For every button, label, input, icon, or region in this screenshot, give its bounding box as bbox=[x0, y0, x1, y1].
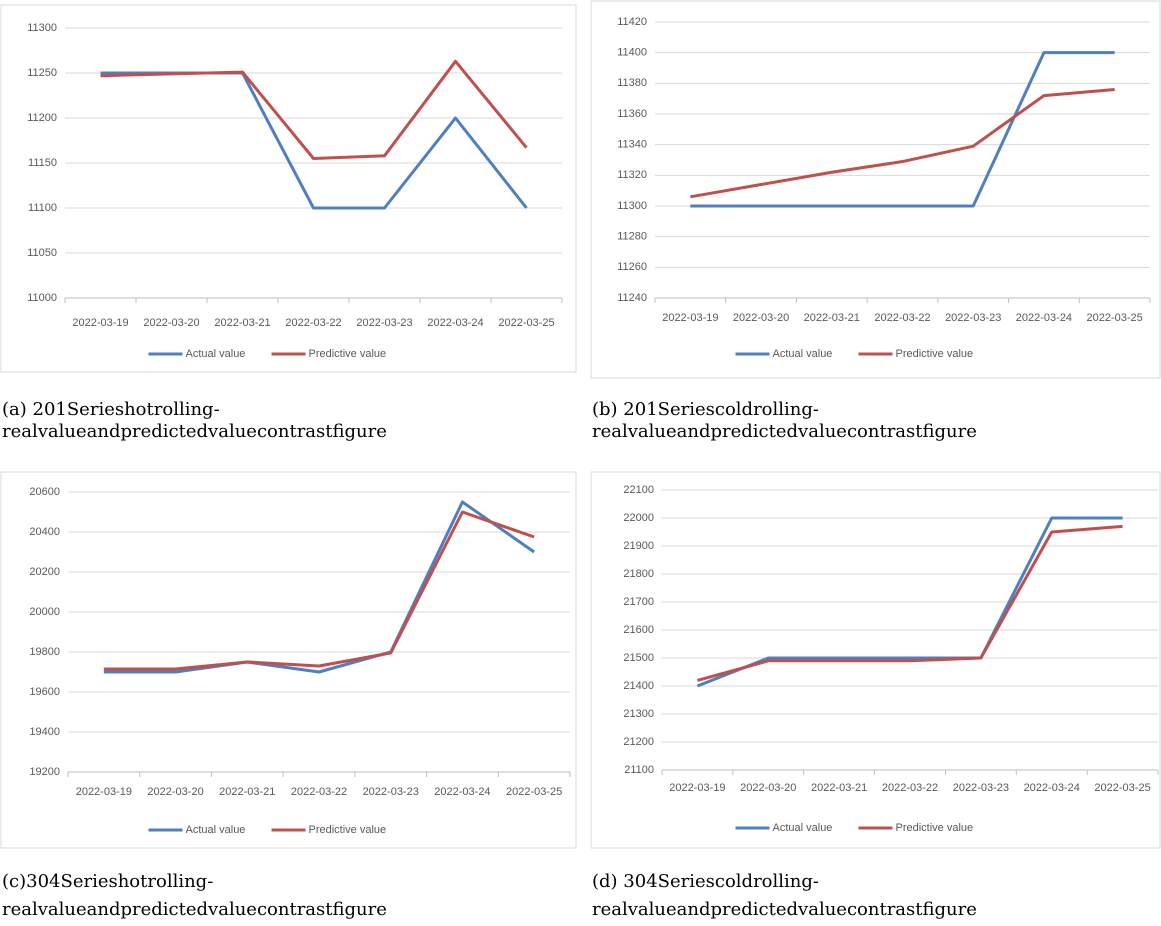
y-tick-label: 11260 bbox=[617, 261, 647, 273]
chart-frame bbox=[0, 4, 577, 373]
chart-frame bbox=[0, 471, 577, 849]
x-tick-label: 2022-03-22 bbox=[882, 782, 938, 794]
y-tick-label: 11200 bbox=[27, 112, 57, 124]
legend-label: Actual value bbox=[773, 348, 833, 360]
legend-label: Predictive value bbox=[309, 824, 387, 836]
y-tick-label: 11240 bbox=[617, 292, 647, 304]
x-tick-label: 2022-03-25 bbox=[1087, 312, 1143, 324]
legend-label: Predictive value bbox=[896, 822, 974, 834]
y-tick-label: 20000 bbox=[29, 606, 60, 618]
y-tick-label: 20200 bbox=[29, 566, 60, 578]
y-tick-label: 11280 bbox=[617, 231, 647, 243]
series-line bbox=[100, 59, 528, 160]
y-tick-label: 11300 bbox=[27, 22, 57, 34]
x-tick-label: 2022-03-25 bbox=[1094, 782, 1150, 794]
x-tick-label: 2022-03-25 bbox=[498, 317, 554, 329]
y-tick-label: 11100 bbox=[28, 202, 57, 214]
x-tick-label: 2022-03-21 bbox=[219, 786, 275, 798]
x-tick-label: 2022-03-24 bbox=[1024, 782, 1080, 794]
x-tick-label: 2022-03-20 bbox=[143, 317, 199, 329]
x-tick-label: 2022-03-22 bbox=[291, 786, 347, 798]
y-tick-label: 21200 bbox=[623, 736, 654, 748]
y-tick-label: 11300 bbox=[617, 200, 647, 212]
series-line bbox=[103, 510, 535, 671]
y-tick-label: 21900 bbox=[623, 540, 654, 552]
y-tick-label: 19800 bbox=[29, 646, 60, 658]
legend-label: Predictive value bbox=[309, 348, 387, 360]
x-tick-label: 2022-03-22 bbox=[874, 312, 930, 324]
x-tick-label: 2022-03-25 bbox=[506, 786, 562, 798]
caption: (a) 201Serieshotrolling- bbox=[2, 399, 220, 420]
legend-label: Actual value bbox=[186, 824, 246, 836]
y-tick-label: 21400 bbox=[623, 680, 654, 692]
series-line bbox=[690, 87, 1115, 199]
x-tick-label: 2022-03-23 bbox=[356, 317, 412, 329]
x-tick-label: 2022-03-20 bbox=[733, 312, 789, 324]
y-tick-label: 22100 bbox=[623, 484, 654, 496]
y-tick-label: 19400 bbox=[29, 726, 60, 738]
legend-label: Actual value bbox=[773, 822, 833, 834]
x-tick-label: 2022-03-24 bbox=[434, 786, 490, 798]
x-tick-label: 2022-03-23 bbox=[945, 312, 1001, 324]
y-tick-label: 19600 bbox=[29, 686, 60, 698]
y-tick-label: 21700 bbox=[623, 596, 654, 608]
y-tick-label: 11250 bbox=[27, 67, 57, 79]
x-tick-label: 2022-03-24 bbox=[1016, 312, 1072, 324]
y-tick-label: 11360 bbox=[617, 108, 647, 120]
x-tick-label: 2022-03-24 bbox=[427, 317, 483, 329]
y-tick-label: 21500 bbox=[623, 652, 654, 664]
x-tick-label: 2022-03-23 bbox=[363, 786, 419, 798]
series-line bbox=[696, 516, 1123, 688]
x-tick-label: 2022-03-19 bbox=[76, 786, 132, 798]
caption: (c)304Serieshotrolling- bbox=[2, 871, 213, 892]
caption: (d) 304Seriescoldrolling- bbox=[592, 871, 819, 892]
y-tick-label: 11380 bbox=[617, 77, 647, 89]
y-tick-label: 11420 bbox=[617, 16, 647, 28]
y-tick-label: 11050 bbox=[27, 247, 57, 259]
y-tick-label: 11000 bbox=[27, 292, 57, 304]
y-tick-label: 11400 bbox=[617, 47, 647, 59]
y-tick-label: 21100 bbox=[624, 764, 654, 776]
x-tick-label: 2022-03-20 bbox=[147, 786, 203, 798]
series-line bbox=[697, 524, 1123, 682]
y-tick-label: 11340 bbox=[617, 139, 647, 151]
caption: realvalueandpredictedvaluecontrastfigure bbox=[592, 899, 977, 920]
y-tick-label: 11320 bbox=[617, 169, 647, 181]
x-tick-label: 2022-03-22 bbox=[285, 317, 341, 329]
caption: realvalueandpredictedvaluecontrastfigure bbox=[2, 899, 387, 920]
x-tick-label: 2022-03-21 bbox=[811, 782, 867, 794]
y-tick-label: 20400 bbox=[29, 526, 60, 538]
series-line bbox=[690, 51, 1115, 208]
caption: realvalueandpredictedvaluecontrastfigure bbox=[2, 421, 387, 442]
caption: realvalueandpredictedvaluecontrastfigure bbox=[592, 421, 977, 442]
chart-frame bbox=[590, 0, 1161, 379]
y-tick-label: 21800 bbox=[623, 568, 654, 580]
x-tick-label: 2022-03-19 bbox=[669, 782, 725, 794]
y-tick-label: 21300 bbox=[623, 708, 654, 720]
x-tick-label: 2022-03-20 bbox=[740, 782, 796, 794]
caption: (b) 201Seriescoldrolling- bbox=[592, 399, 819, 420]
y-tick-label: 19200 bbox=[29, 766, 60, 778]
x-tick-label: 2022-03-21 bbox=[214, 317, 270, 329]
legend-label: Actual value bbox=[186, 348, 246, 360]
x-tick-label: 2022-03-19 bbox=[72, 317, 128, 329]
y-tick-label: 11150 bbox=[28, 157, 57, 169]
y-tick-label: 22000 bbox=[623, 512, 654, 524]
legend-label: Predictive value bbox=[896, 348, 974, 360]
x-tick-label: 2022-03-21 bbox=[804, 312, 860, 324]
x-tick-label: 2022-03-23 bbox=[953, 782, 1009, 794]
x-tick-label: 2022-03-19 bbox=[662, 312, 718, 324]
series-line bbox=[103, 500, 536, 674]
y-tick-label: 20600 bbox=[29, 486, 60, 498]
y-tick-label: 21600 bbox=[623, 624, 654, 636]
